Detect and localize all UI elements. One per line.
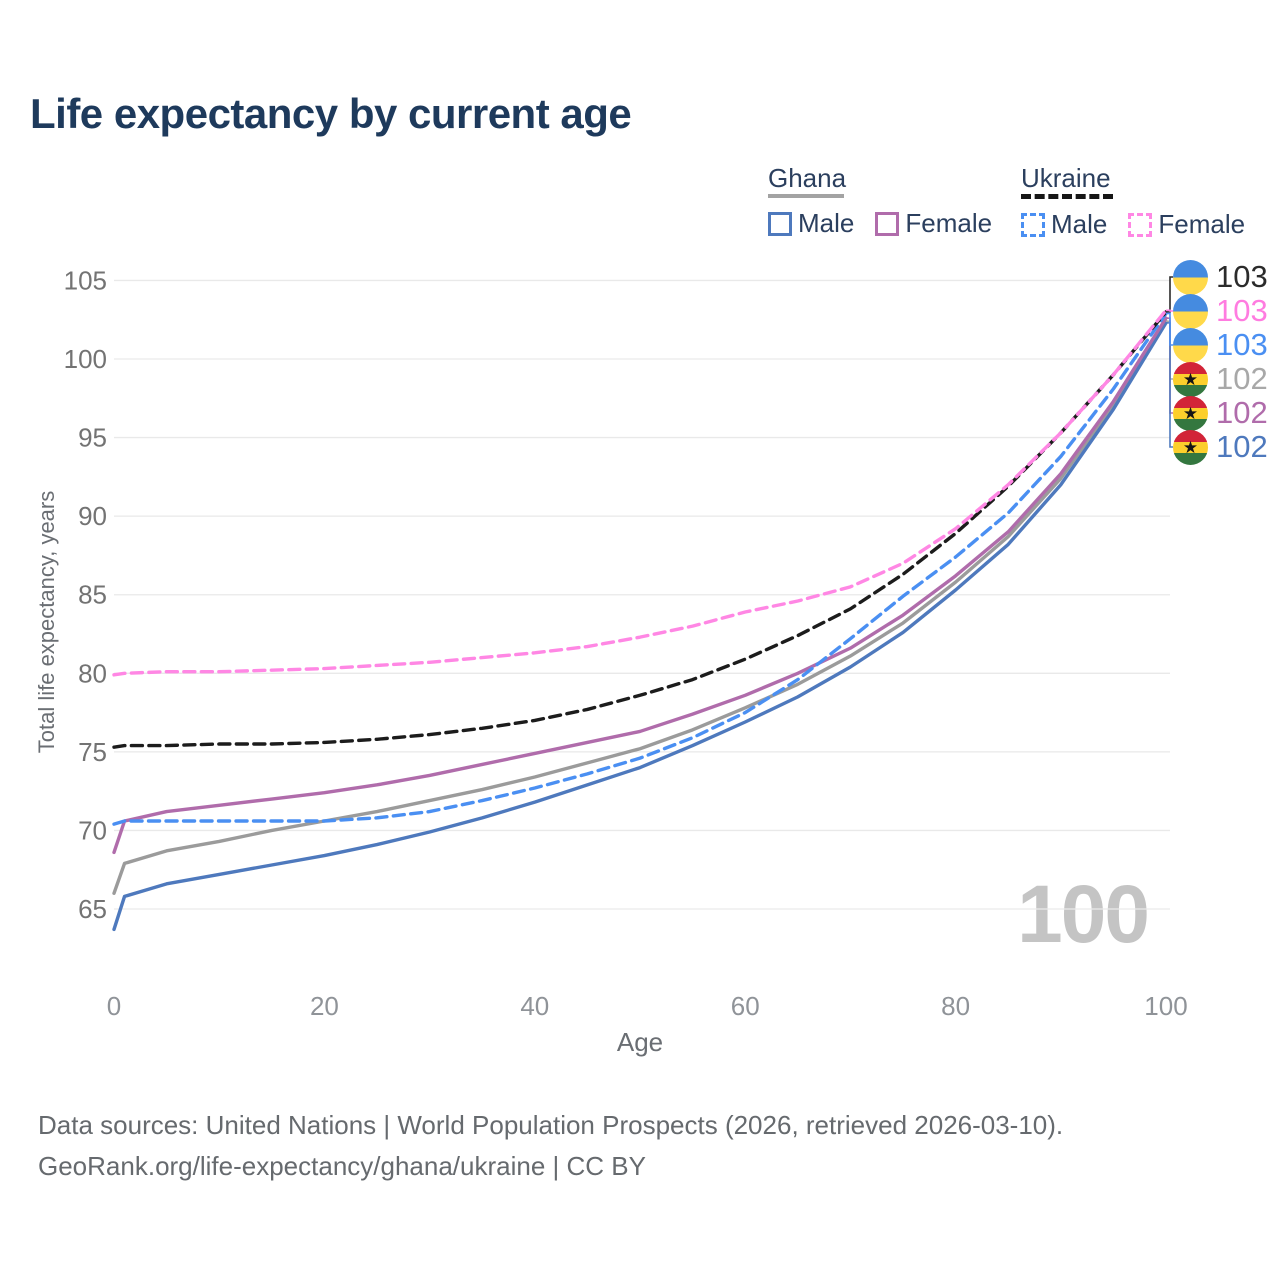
y-tick-label: 75 xyxy=(78,737,107,767)
source-line-2: GeoRank.org/life-expectancy/ghana/ukrain… xyxy=(38,1151,646,1181)
end-label-connector xyxy=(1166,312,1173,346)
end-label-connector xyxy=(1166,276,1173,313)
y-tick-label: 65 xyxy=(78,894,107,924)
legend-item-label: Male xyxy=(798,208,855,238)
end-label-row[interactable]: ★ 102 xyxy=(1173,361,1268,397)
end-label-row[interactable]: 103 xyxy=(1173,327,1268,363)
x-tick-label: 0 xyxy=(107,991,121,1021)
ukraine-flag-icon xyxy=(1173,293,1208,329)
end-label-value: 102 xyxy=(1216,429,1268,464)
end-label-connector xyxy=(1166,309,1173,312)
ghana-male-swatch-icon xyxy=(768,211,792,236)
legend-ukraine-items: Male Female xyxy=(1021,209,1245,240)
x-tick-label: 100 xyxy=(1144,991,1187,1021)
ghana-star-icon: ★ xyxy=(1182,403,1199,423)
ghana-star-icon: ★ xyxy=(1182,369,1199,389)
y-tick-label: 105 xyxy=(64,265,107,295)
end-label-value: 103 xyxy=(1216,293,1268,328)
series-line-ghana-female xyxy=(112,316,1168,855)
series-line-ukraine-female xyxy=(112,308,1168,677)
series-line-ghana-both-sexes xyxy=(112,319,1168,895)
legend-group-ukraine: Ukraine Male Female xyxy=(1021,163,1245,240)
x-tick-label: 20 xyxy=(310,991,339,1021)
y-tick-label: 90 xyxy=(78,501,107,531)
series-line-ukraine-both-sexes xyxy=(112,310,1168,749)
end-label-value: 103 xyxy=(1216,259,1268,294)
source-line-1: Data sources: United Nations | World Pop… xyxy=(38,1110,1064,1140)
series-line-ghana-male xyxy=(112,321,1168,932)
legend-item-label: Female xyxy=(905,208,993,238)
legend-item-ghana-male[interactable]: Male xyxy=(768,208,854,239)
page-title: Life expectancy by current age xyxy=(30,90,632,137)
x-tick-label: 40 xyxy=(520,991,549,1021)
legend-ghana-items: Male Female xyxy=(768,208,992,239)
ghana-flag-icon: ★ xyxy=(1173,395,1208,431)
y-tick-label: 80 xyxy=(78,658,107,688)
x-tick-label: 80 xyxy=(941,991,970,1021)
end-label-row[interactable]: 103 xyxy=(1173,259,1268,295)
ghana-female-swatch-icon xyxy=(875,211,900,236)
legend-item-ukraine-male[interactable]: Male xyxy=(1021,209,1107,240)
ukraine-male-swatch-icon xyxy=(1021,212,1045,237)
ukraine-flag-icon xyxy=(1173,327,1208,363)
end-label-row[interactable]: 103 xyxy=(1173,293,1268,329)
y-tick-label: 95 xyxy=(78,423,107,453)
y-tick-label: 70 xyxy=(78,815,107,845)
end-label-value: 103 xyxy=(1216,327,1268,362)
legend-group-ghana: Ghana Male Female xyxy=(768,163,992,239)
legend-item-ghana-female[interactable]: Female xyxy=(875,208,992,239)
series-line-ukraine-male xyxy=(112,311,1168,826)
legend-ghana-title: Ghana xyxy=(768,163,847,193)
y-tick-label: 100 xyxy=(64,344,107,374)
ghana-flag-icon: ★ xyxy=(1173,429,1208,465)
legend-item-label: Male xyxy=(1051,209,1108,239)
x-axis-title: Age xyxy=(616,1027,664,1057)
end-label-value: 102 xyxy=(1216,395,1268,430)
legend-ghana-line-sample xyxy=(768,194,844,198)
end-label-row[interactable]: ★ 102 xyxy=(1173,395,1268,431)
legend-ukraine-line-sample xyxy=(1021,194,1113,199)
end-label-row[interactable]: ★ 102 xyxy=(1173,429,1268,465)
ukraine-female-swatch-icon xyxy=(1128,212,1153,237)
ghana-star-icon: ★ xyxy=(1182,437,1199,457)
legend-item-label: Female xyxy=(1158,209,1246,239)
y-axis-title: Total life expectancy, years xyxy=(34,490,59,754)
legend-item-ukraine-female[interactable]: Female xyxy=(1128,209,1245,240)
x-tick-label: 60 xyxy=(731,991,760,1021)
y-tick-label: 85 xyxy=(78,580,107,610)
ghana-flag-icon: ★ xyxy=(1173,361,1208,397)
source-text: Data sources: United Nations | World Pop… xyxy=(38,1105,1063,1187)
end-label-connector xyxy=(1166,322,1173,448)
ukraine-flag-icon xyxy=(1173,259,1208,295)
end-label-value: 102 xyxy=(1216,361,1268,396)
age-counter-watermark: 100 xyxy=(1017,869,1150,960)
legend-ukraine-title: Ukraine xyxy=(1021,163,1111,193)
